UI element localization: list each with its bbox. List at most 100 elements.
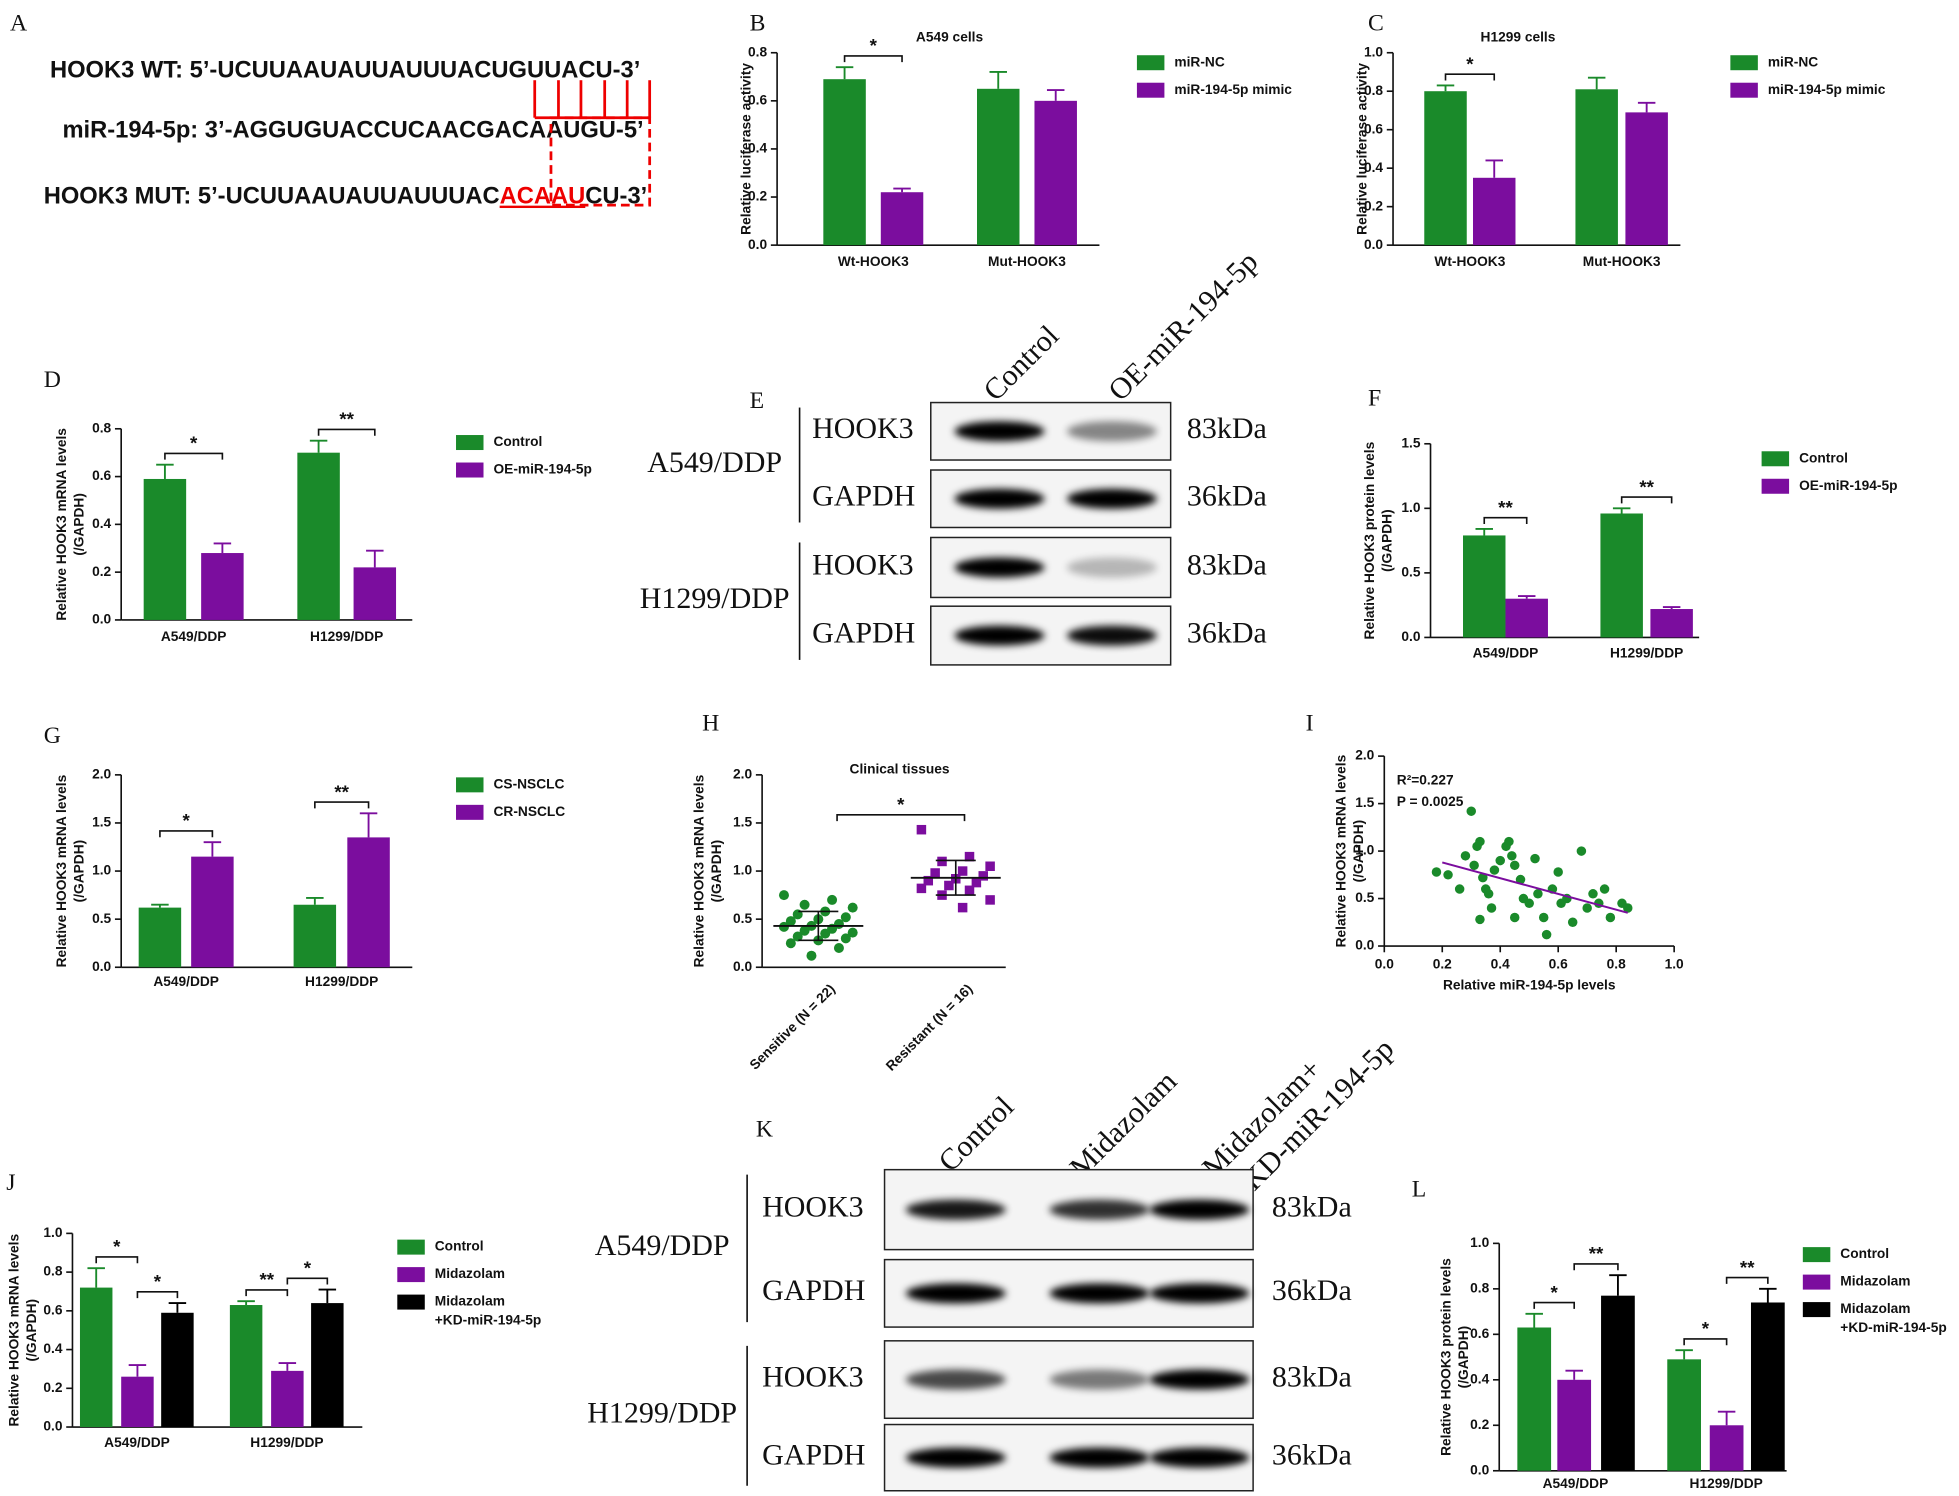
pairing-lines <box>533 80 652 120</box>
significance-bracket <box>1620 496 1673 504</box>
data-point <box>1483 889 1494 899</box>
y-tick-label: 1.0 <box>43 1225 62 1240</box>
x-tick-label: H1299/DDP <box>305 974 378 989</box>
y-tick-label: 0.0 <box>1401 629 1420 644</box>
bar <box>1625 112 1668 246</box>
legend-swatch <box>1730 55 1758 71</box>
data-point <box>1486 903 1497 913</box>
significance-label: * <box>1702 1318 1710 1339</box>
protein-label: HOOK3 <box>812 548 914 581</box>
x-axis-label: Relative miR-194-5p levels <box>1443 978 1616 993</box>
y-tick-label: 0.0 <box>92 959 111 974</box>
y-tick-label: 0.6 <box>748 92 767 107</box>
y-axis-label: (/GAPDH) <box>1456 1326 1471 1389</box>
stat-annotation: P = 0.0025 <box>1397 794 1464 809</box>
size-label: 83kDa <box>1187 412 1267 445</box>
legend-label: Midazolam <box>1840 1274 1910 1289</box>
bar <box>1601 1295 1635 1471</box>
data-point <box>944 880 954 891</box>
y-tick-label: 0.8 <box>92 420 111 435</box>
band <box>1066 557 1157 578</box>
y-tick-label: 1.5 <box>1355 795 1374 810</box>
bar <box>977 88 1020 246</box>
significance-label: * <box>897 794 905 815</box>
legend-swatch <box>1802 1247 1831 1263</box>
legend-label: miR-194-5p mimic <box>1768 82 1886 97</box>
mutation-box <box>549 116 652 207</box>
band <box>1149 1283 1250 1304</box>
data-point <box>833 943 844 954</box>
y-tick-label: 0.2 <box>43 1380 62 1395</box>
data-point <box>778 890 789 901</box>
bar <box>297 452 340 620</box>
y-tick-label: 0.0 <box>43 1419 62 1434</box>
legend-swatch <box>1802 1302 1831 1318</box>
legend-label: Midazolam <box>435 1294 505 1309</box>
bar <box>1034 100 1077 246</box>
bar <box>1505 598 1548 638</box>
data-point <box>1515 874 1526 885</box>
legend-label: OE-miR-194-5p <box>1799 478 1897 493</box>
bar <box>1709 1425 1744 1471</box>
data-point <box>916 824 927 835</box>
data-point <box>964 851 975 862</box>
panel-label: G <box>44 723 61 749</box>
significance-label: ** <box>1589 1243 1604 1264</box>
data-point <box>1478 872 1488 883</box>
bar <box>1650 609 1693 638</box>
significance-label: ** <box>339 409 354 430</box>
data-point <box>1605 912 1616 923</box>
legend-label: miR-NC <box>1768 54 1818 69</box>
legend-label: +KD-miR-194-5p <box>1840 1320 1946 1335</box>
x-tick-label: A549/DDP <box>1543 1476 1609 1491</box>
data-point <box>1524 898 1534 909</box>
data-point <box>1495 855 1505 866</box>
bar <box>347 837 390 968</box>
size-label: 83kDa <box>1272 1191 1352 1224</box>
data-point <box>847 902 858 913</box>
legend-label: miR-NC <box>1174 54 1224 69</box>
data-point <box>923 875 934 886</box>
data-point <box>964 885 975 896</box>
x-tick-label: Wt-HOOK3 <box>1434 254 1505 269</box>
band <box>1149 1447 1250 1468</box>
y-tick-label: 1.0 <box>92 863 111 878</box>
significance-label: ** <box>1740 1257 1755 1278</box>
y-tick-label: 0.6 <box>1470 1326 1489 1341</box>
x-tick-label: 0.8 <box>1607 956 1626 971</box>
data-point <box>930 868 940 878</box>
x-tick-label: 1.0 <box>1665 956 1684 971</box>
band <box>954 557 1045 578</box>
protein-label: HOOK3 <box>762 1360 864 1393</box>
bar <box>1517 1327 1552 1471</box>
seq-part: HOOK3 MUT: 5’-UCUUAAUAUUAUUUAC <box>44 184 500 210</box>
x-tick-label: Sensitive (N = 22) <box>747 981 838 1072</box>
significance-bracket <box>317 428 376 436</box>
legend-label: Midazolam <box>1840 1301 1910 1316</box>
data-point <box>1533 889 1543 899</box>
y-tick-label: 1.0 <box>733 863 752 878</box>
group-label: H1299/DDP <box>587 1397 737 1430</box>
significance-bracket <box>1683 1338 1728 1346</box>
band <box>1049 1447 1150 1468</box>
y-tick-label: 1.5 <box>1401 435 1420 450</box>
significance-label: * <box>1551 1282 1559 1303</box>
data-point <box>785 938 796 949</box>
bar <box>880 192 924 246</box>
y-axis-label: Relative HOOK3 mRNA levels <box>691 774 706 967</box>
significance-bracket <box>245 1289 289 1297</box>
legend-label: Control <box>1799 450 1848 465</box>
y-axis-label: Relative HOOK3 protein levels <box>1438 1258 1453 1456</box>
y-tick-label: 1.0 <box>1401 500 1420 515</box>
panel-label: D <box>44 367 61 393</box>
x-tick-label: 0.4 <box>1491 956 1510 971</box>
y-tick-label: 0.5 <box>1401 565 1420 580</box>
data-point <box>785 916 796 927</box>
significance-bracket <box>314 801 370 809</box>
bar <box>1750 1302 1785 1471</box>
y-tick-label: 0.8 <box>1470 1280 1489 1295</box>
legend-label: +KD-miR-194-5p <box>435 1312 541 1327</box>
data-point <box>847 927 858 938</box>
y-axis-label: (/GAPDH) <box>1380 509 1395 572</box>
